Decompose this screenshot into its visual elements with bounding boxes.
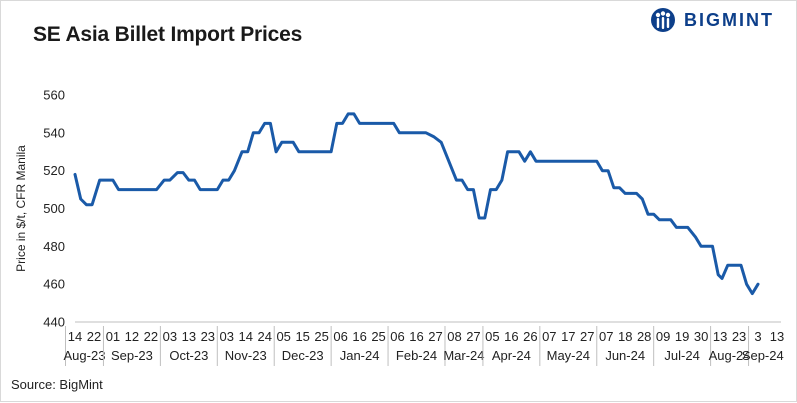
x-day-tick-label: 16 xyxy=(504,329,518,344)
y-tick-label: 480 xyxy=(43,239,65,254)
x-day-tick-label: 23 xyxy=(201,329,215,344)
brand-name: BIGMINT xyxy=(684,9,774,30)
x-day-tick-label: 12 xyxy=(125,329,139,344)
x-month-label: Sep-23 xyxy=(111,348,153,363)
x-day-tick-label: 16 xyxy=(352,329,366,344)
x-month-label: Aug-23 xyxy=(64,348,106,363)
x-month-label: Nov-23 xyxy=(225,348,267,363)
y-tick-label: 560 xyxy=(43,88,65,103)
x-day-tick-label: 05 xyxy=(276,329,290,344)
brand-logo: BIGMINT xyxy=(650,7,774,33)
x-month-label: May-24 xyxy=(547,348,590,363)
x-day-tick-label: 14 xyxy=(68,329,82,344)
x-day-tick-label: 07 xyxy=(599,329,613,344)
x-day-tick-label: 16 xyxy=(409,329,423,344)
x-day-tick-label: 24 xyxy=(257,329,271,344)
x-day-tick-label: 27 xyxy=(466,329,480,344)
x-day-tick-label: 3 xyxy=(754,329,761,344)
x-day-tick-label: 25 xyxy=(371,329,385,344)
x-day-tick-label: 03 xyxy=(163,329,177,344)
x-day-tick-label: 03 xyxy=(220,329,234,344)
x-day-tick-label: 07 xyxy=(542,329,556,344)
x-day-tick-label: 13 xyxy=(713,329,727,344)
x-day-tick-label: 22 xyxy=(87,329,101,344)
x-day-tick-label: 13 xyxy=(182,329,196,344)
x-day-tick-label: 30 xyxy=(694,329,708,344)
x-day-tick-label: 17 xyxy=(561,329,575,344)
x-day-tick-label: 27 xyxy=(428,329,442,344)
y-tick-label: 460 xyxy=(43,277,65,292)
y-tick-label: 520 xyxy=(43,163,65,178)
x-month-label: Jan-24 xyxy=(340,348,380,363)
chart-title: SE Asia Billet Import Prices xyxy=(33,23,303,46)
x-month-label: Feb-24 xyxy=(396,348,437,363)
x-day-tick-label: 13 xyxy=(770,329,784,344)
x-day-tick-label: 05 xyxy=(485,329,499,344)
bigmint-logo-icon xyxy=(651,8,675,32)
x-day-tick-label: 28 xyxy=(637,329,651,344)
x-day-tick-label: 06 xyxy=(333,329,347,344)
x-month-label: Oct-23 xyxy=(169,348,208,363)
x-month-label: Sep-24 xyxy=(742,348,784,363)
x-day-tick-label: 19 xyxy=(675,329,689,344)
x-day-tick-label: 25 xyxy=(314,329,328,344)
x-day-tick-label: 14 xyxy=(239,329,253,344)
x-month-label: Jul-24 xyxy=(664,348,699,363)
y-tick-label: 540 xyxy=(43,125,65,140)
source-note: Source: BigMint xyxy=(11,377,103,392)
x-day-tick-label: 15 xyxy=(295,329,309,344)
x-month-label: Aug-24 xyxy=(709,348,751,363)
x-day-tick-label: 22 xyxy=(144,329,158,344)
x-day-tick-label: 26 xyxy=(523,329,537,344)
x-day-tick-label: 01 xyxy=(106,329,120,344)
x-month-label: Apr-24 xyxy=(492,348,531,363)
x-month-label: Dec-23 xyxy=(282,348,324,363)
x-day-tick-label: 27 xyxy=(580,329,594,344)
y-tick-label: 500 xyxy=(43,201,65,216)
series-line xyxy=(73,112,760,296)
y-tick-label: 440 xyxy=(43,315,65,330)
x-month-label: Jun-24 xyxy=(605,348,645,363)
x-month-label: Mar-24 xyxy=(443,348,484,363)
x-day-tick-label: 09 xyxy=(656,329,670,344)
x-day-tick-label: 06 xyxy=(390,329,404,344)
y-axis-title: Price in $/t, CFR Manila xyxy=(14,145,28,272)
x-day-tick-label: 08 xyxy=(447,329,461,344)
x-day-tick-label: 23 xyxy=(732,329,746,344)
x-day-tick-label: 18 xyxy=(618,329,632,344)
